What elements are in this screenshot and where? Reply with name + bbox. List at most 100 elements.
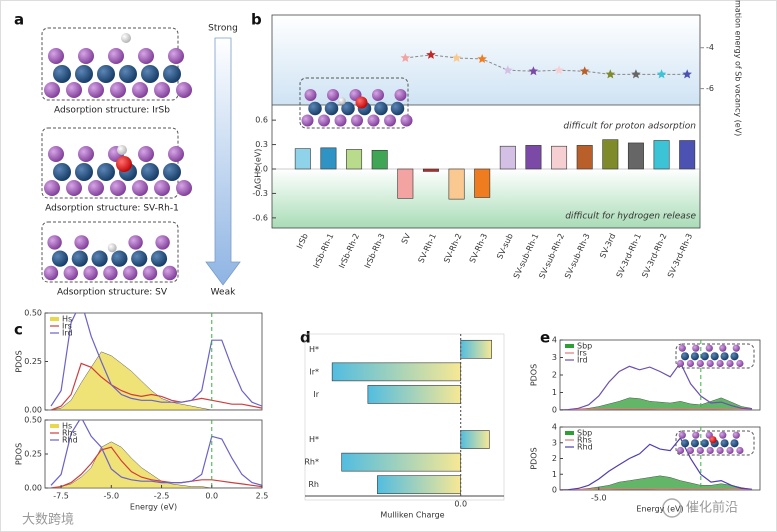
atom — [696, 359, 704, 368]
plot-area — [560, 436, 753, 490]
structure-caption: Adsorption structure: SV-Rh-1 — [45, 204, 179, 214]
atom — [71, 250, 88, 267]
atom — [720, 352, 729, 361]
atom — [719, 431, 727, 439]
atom — [341, 101, 355, 116]
atom — [732, 431, 740, 439]
atom — [48, 146, 64, 162]
y-tick-label: 0.00 — [24, 406, 42, 415]
atom — [119, 65, 137, 83]
atom — [716, 359, 724, 368]
atom — [110, 82, 126, 98]
y-tick-label: 1 — [552, 388, 557, 397]
y-tick-label: 0.6 — [255, 116, 268, 125]
annotation: difficult for hydrogen release — [565, 212, 696, 222]
atom — [706, 446, 714, 455]
atom — [107, 243, 117, 253]
bar — [448, 168, 465, 200]
y-tick-label: H* — [309, 345, 319, 354]
bar — [460, 430, 490, 449]
atom — [304, 89, 317, 101]
x-tick-label: 0.0 — [454, 500, 467, 509]
bar — [346, 149, 363, 170]
structure-frame — [675, 343, 755, 369]
atom — [719, 344, 727, 352]
y-tick-label: 0.50 — [24, 309, 42, 318]
y-tick-label: Ir* — [309, 367, 319, 376]
atom — [75, 163, 93, 181]
atom — [110, 180, 126, 196]
y-axis-label: PDOS — [15, 443, 24, 465]
x-tick-label: -2.5 — [154, 492, 170, 501]
atom — [63, 265, 78, 281]
formation-star — [682, 69, 692, 79]
bar — [294, 148, 311, 170]
panel-label: b — [251, 11, 262, 29]
atom — [155, 235, 170, 250]
y-tick-label: 4 — [552, 336, 557, 345]
legend-label: Rhs — [577, 436, 592, 445]
atom — [372, 89, 384, 101]
atom — [690, 352, 699, 361]
bar — [602, 139, 619, 170]
panel-label: e — [540, 329, 550, 347]
atom — [696, 446, 704, 455]
y2-tick-label: -4 — [706, 43, 714, 52]
x-tick-label: SV-Rh-1 — [417, 232, 439, 264]
plot-frame — [304, 333, 505, 501]
atom — [66, 82, 82, 98]
y-tick-label: 2 — [552, 454, 557, 463]
formation-star — [528, 66, 539, 76]
formation-star — [579, 66, 590, 76]
legend-label: Irs — [577, 349, 587, 358]
structure-frame — [675, 430, 755, 456]
atom — [116, 156, 132, 172]
x-tick-label: IrSb-Rh-1 — [312, 232, 336, 270]
y-axis-label: PDOS — [15, 350, 24, 372]
atom — [88, 180, 104, 196]
atom — [53, 65, 71, 83]
atom — [736, 359, 744, 368]
y-tick-label: Rh — [308, 480, 319, 489]
bar — [397, 168, 414, 199]
atom — [97, 163, 115, 181]
atom — [66, 180, 82, 196]
atom — [720, 439, 729, 448]
x-axis-label: Energy (eV) — [130, 503, 177, 512]
legend-label: Ird — [62, 329, 73, 338]
panel-label: c — [14, 321, 23, 339]
legend-label: Sbp — [577, 342, 592, 351]
atom — [400, 114, 413, 127]
atom — [394, 89, 407, 101]
x-tick-label: SV-sub-Rh-1 — [512, 232, 541, 280]
atom — [88, 82, 104, 98]
atom — [308, 101, 322, 116]
y2-tick-label: -6 — [706, 84, 714, 93]
y-tick-label: 3 — [552, 353, 557, 362]
bar — [551, 145, 568, 170]
line — [50, 313, 262, 407]
atom — [83, 265, 98, 281]
line — [560, 408, 752, 410]
annotation: difficult for proton adsorption — [563, 122, 696, 132]
atom — [176, 82, 192, 98]
y-axis-label: ΔGH* (eV) — [254, 149, 263, 190]
structure-frame — [41, 27, 179, 101]
strength-arrow — [205, 37, 241, 286]
atom — [730, 352, 739, 361]
structure-frame — [299, 77, 409, 129]
y-tick-label: 3 — [552, 438, 557, 447]
atom — [108, 48, 124, 64]
line — [50, 446, 262, 488]
atom — [686, 446, 695, 455]
plot-area — [50, 420, 262, 488]
atom — [318, 114, 330, 127]
atom — [706, 359, 714, 368]
x-tick-label: SV-sub — [495, 232, 515, 261]
x-axis-label: Energy (eV) — [636, 505, 683, 514]
atom — [123, 265, 138, 281]
structure — [41, 27, 192, 101]
bar — [653, 140, 670, 170]
x-tick-label: SV-3rd-Rh-1 — [615, 232, 643, 279]
